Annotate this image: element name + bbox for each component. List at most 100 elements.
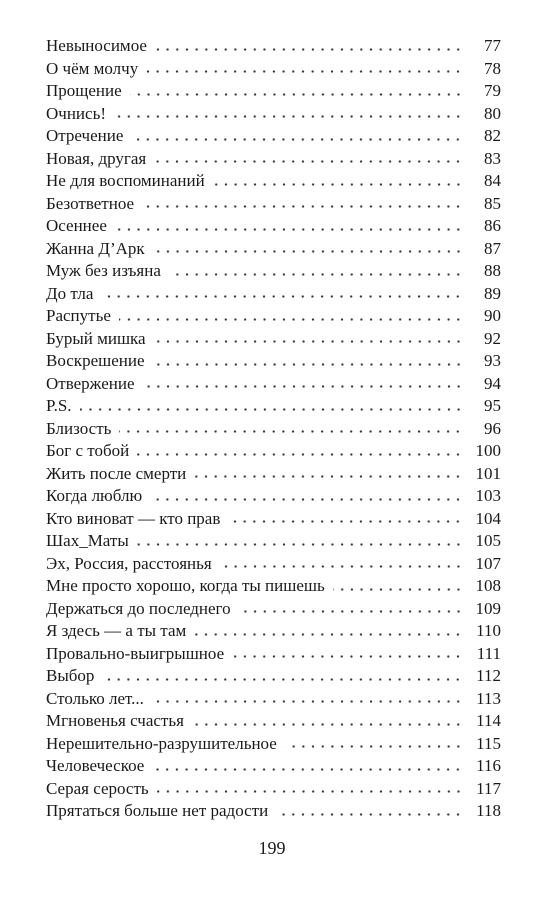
dot-leader [156,790,463,794]
table-of-contents: Невыносимое 77 О чём молчу 78 Прощение 79 Очни… [46,35,501,823]
toc-entry: Отвержение 94 [46,373,501,396]
entry-title: Я здесь — а ты там [46,621,187,640]
entry-page: 85 [484,193,501,213]
toc-entry: Серая серость 117 [46,778,501,801]
dot-leader [129,92,463,96]
toc-entry: P.S. 95 [46,395,501,418]
entry-title: Мгновенья счастья [46,711,184,730]
entry-title: Распутье [46,306,111,325]
dot-leader [131,137,463,141]
entry-title: Мне просто хорошо, когда ты пишешь [46,576,325,595]
entry-title: Осеннее [46,216,107,235]
entry-title: Держаться до последнего [46,598,231,618]
toc-entry: Невыносимое 77 [46,35,501,58]
dot-leader [332,587,463,591]
entry-page: 112 [476,666,501,685]
dot-leader [142,385,463,389]
entry-page: 105 [475,531,502,550]
entry-page: 107 [475,553,502,573]
entry-page: 111 [476,643,501,663]
entry-page: 78 [484,58,501,78]
dot-leader [118,317,463,321]
dot-leader [191,722,463,726]
entry-page: 94 [484,373,501,393]
toc-entry: О чём молчу 78 [46,58,501,81]
toc-entry: Когда люблю 103 [46,485,501,508]
page-number: 199 [258,838,286,858]
dot-leader [119,430,463,434]
entry-title: Столько лет... [46,688,144,708]
entry-title: Выбор [46,666,95,685]
entry-page: 77 [484,36,501,55]
entry-title: Новая, другая [46,148,147,168]
dot-leader [284,745,463,749]
entry-page: 90 [484,306,501,325]
toc-entry: Новая, другая 83 [46,148,501,171]
entry-page: 83 [484,148,501,168]
dot-leader [136,542,463,546]
dot-leader [142,205,463,209]
entry-title: Очнись! [46,103,106,123]
dot-leader [168,272,463,276]
toc-entry: Столько лет... 113 [46,688,501,711]
toc-entry: Я здесь — а ты там 110 [46,620,501,643]
dot-leader [79,407,463,411]
entry-page: 100 [475,441,502,460]
dot-leader [146,70,463,74]
entry-page: 104 [475,508,502,528]
toc-entry: Шах_Маты 105 [46,530,501,553]
toc-entry: Жанна Д’Арк 87 [46,238,501,261]
dot-leader [152,362,463,366]
entry-title: Близость [46,418,112,438]
toc-entry: Провально-выигрышное 111 [46,643,501,666]
entry-page: 108 [475,576,502,595]
entry-page: 115 [476,733,501,753]
toc-entry: До тла 89 [46,283,501,306]
entry-page: 113 [476,688,501,708]
entry-page: 117 [476,778,501,798]
entry-page: 101 [475,463,502,483]
dot-leader [102,677,463,681]
entry-page: 95 [484,396,501,415]
toc-entry: Бурый мишка 92 [46,328,501,351]
entry-title: Провально-выигрышное [46,643,225,663]
entry-title: Нерешительно-разрушительное [46,733,277,753]
toc-entry: Выбор 112 [46,665,501,688]
entry-title: До тла [46,283,94,303]
toc-entry: Очнись! 80 [46,103,501,126]
entry-page: 96 [484,418,501,438]
toc-entry: Держаться до последнего 109 [46,598,501,621]
entry-title: Прощение [46,81,122,100]
toc-entry: Близость 96 [46,418,501,441]
entry-page: 88 [484,261,501,280]
entry-page: 93 [484,351,501,370]
entry-page: 87 [484,238,501,258]
dot-leader [152,767,463,771]
entry-title: Отречение [46,126,124,145]
dot-leader [232,655,463,659]
toc-entry: Безответное 85 [46,193,501,216]
dot-leader [152,250,463,254]
dot-leader [154,47,463,51]
toc-entry: Жить после смерти 101 [46,463,501,486]
entry-title: Отвержение [46,373,135,393]
entry-title: Человеческое [46,756,145,775]
entry-page: 116 [476,756,501,775]
entry-page: 114 [476,711,501,730]
dot-leader [194,475,463,479]
toc-entry: Эх, Россия, расстоянья 107 [46,553,501,576]
entry-title: Жить после смерти [46,463,187,483]
entry-title: Кто виноват — кто прав [46,508,221,528]
entry-title: Прятаться больше нет радости [46,801,269,820]
entry-page: 79 [484,81,501,100]
dot-leader [151,700,463,704]
entry-title: Муж без изъяна [46,261,161,280]
toc-entry: Распутье 90 [46,305,501,328]
toc-entry: Муж без изъяна 88 [46,260,501,283]
entry-title: Не для воспоминаний [46,171,205,190]
toc-entry: Мгновенья счастья 114 [46,710,501,733]
entry-page: 89 [484,283,501,303]
dot-leader [238,610,463,614]
dot-leader [219,565,463,569]
